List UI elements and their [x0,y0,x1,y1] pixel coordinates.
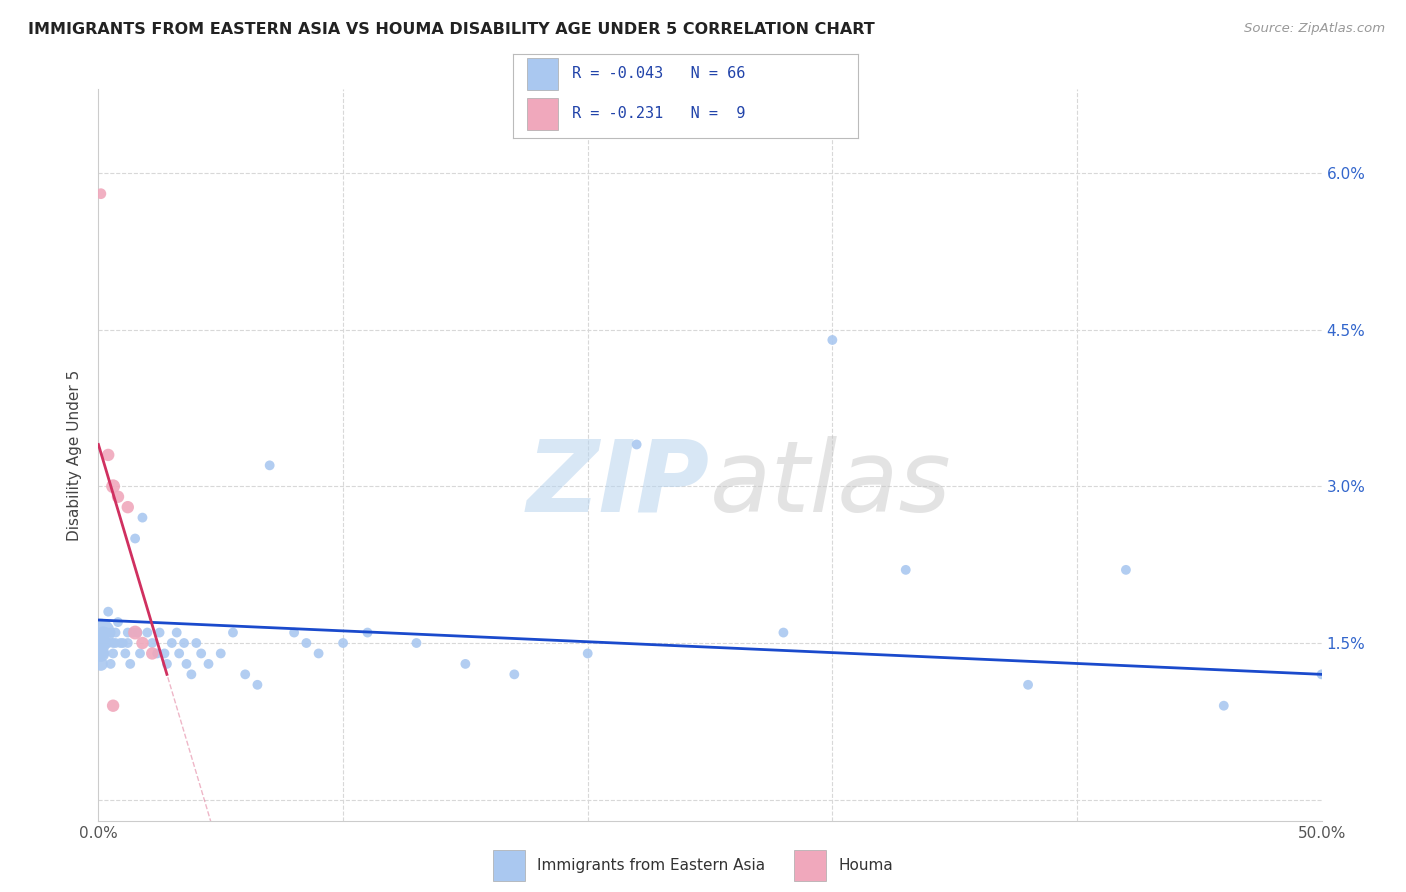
Point [107,490,129,504]
Point [94,625,117,640]
Point [91,647,114,661]
Point [121,625,143,640]
Point [127,625,149,640]
Point [173,636,195,650]
Point [124,532,146,546]
Point [1310,667,1333,681]
Point [97,636,120,650]
Point [94,636,117,650]
Point [101,698,124,713]
Point [107,615,129,629]
Point [111,636,134,650]
Point [197,657,219,671]
Point [167,647,190,661]
Point [1017,678,1039,692]
Text: IMMIGRANTS FROM EASTERN ASIA VS HOUMA DISABILITY AGE UNDER 5 CORRELATION CHART: IMMIGRANTS FROM EASTERN ASIA VS HOUMA DI… [28,22,875,37]
Point [626,437,648,451]
Point [1212,698,1234,713]
Point [90,636,112,650]
Point [91,625,114,640]
Point [772,625,794,640]
Point [104,636,127,650]
Point [90,186,112,201]
Point [894,563,917,577]
Point [149,625,172,640]
Text: R = -0.043   N = 66: R = -0.043 N = 66 [572,66,745,81]
Point [186,636,208,650]
Point [308,647,330,661]
Point [129,647,152,661]
Y-axis label: Disability Age Under 5: Disability Age Under 5 [67,369,83,541]
Point [295,636,318,650]
Point [166,625,188,640]
Point [146,647,169,661]
Point [190,647,212,661]
Point [576,647,599,661]
Point [114,647,136,661]
Point [1115,563,1137,577]
Bar [527,58,558,90]
Point [131,636,153,650]
Point [101,647,124,661]
Point [332,636,354,650]
Point [117,636,139,650]
Text: Houma: Houma [838,858,893,872]
Point [156,657,179,671]
Point [160,636,183,650]
Text: R = -0.231   N =  9: R = -0.231 N = 9 [572,106,745,121]
Text: atlas: atlas [710,435,952,533]
Bar [492,849,526,881]
Point [100,657,122,671]
Point [176,657,198,671]
Point [141,636,163,650]
Point [91,636,114,650]
Text: ZIP: ZIP [527,435,710,533]
Point [117,500,139,515]
Point [153,647,176,661]
Point [97,605,120,619]
Point [141,647,163,661]
Point [104,625,127,640]
Point [222,625,245,640]
Point [246,678,269,692]
Text: Immigrants from Eastern Asia: Immigrants from Eastern Asia [537,858,765,872]
Point [90,625,112,640]
Point [117,625,139,640]
Point [283,625,305,640]
Point [180,667,202,681]
Point [131,510,153,524]
Point [90,657,112,671]
Point [100,625,122,640]
Bar [527,97,558,130]
Point [233,667,256,681]
Point [110,636,132,650]
Point [136,625,159,640]
Point [120,657,142,671]
Point [454,657,477,671]
Point [124,625,146,640]
Bar [794,849,827,881]
Point [259,458,281,473]
Point [821,333,844,347]
Point [90,647,112,661]
Point [356,625,378,640]
Point [101,636,124,650]
Point [405,636,427,650]
Point [97,448,120,462]
Point [503,667,526,681]
Text: Source: ZipAtlas.com: Source: ZipAtlas.com [1244,22,1385,36]
Point [101,479,124,493]
Point [209,647,232,661]
